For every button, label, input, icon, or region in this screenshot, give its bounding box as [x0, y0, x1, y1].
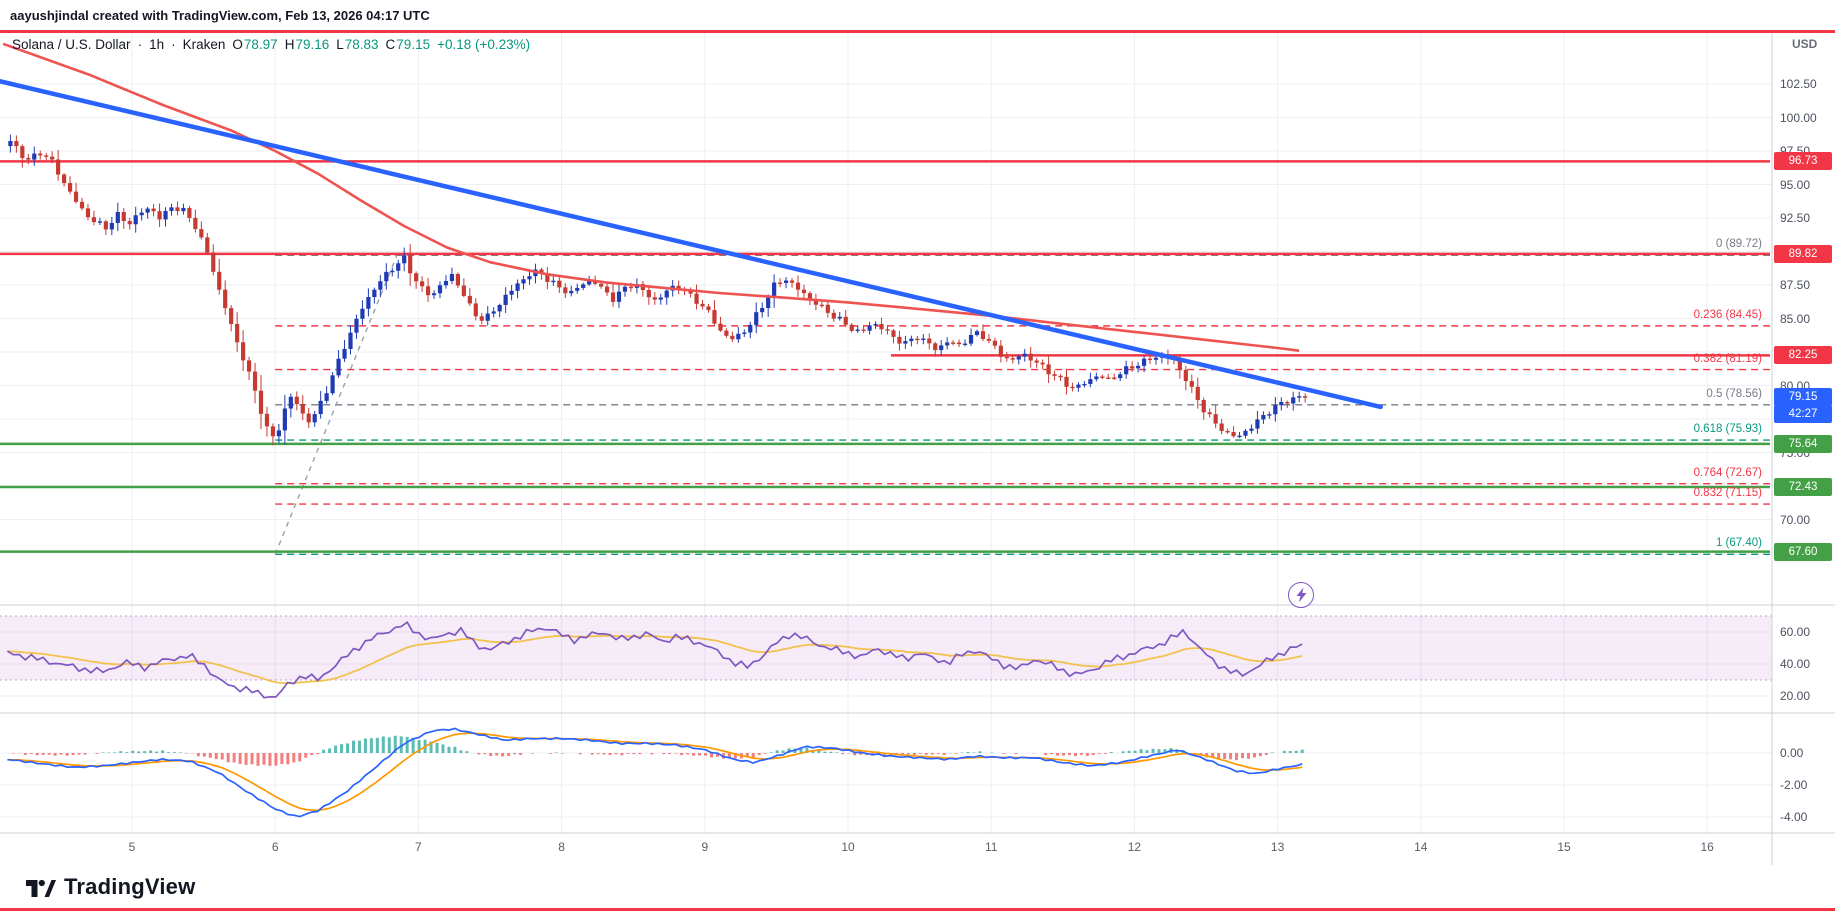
red-border-top	[0, 30, 1835, 33]
lightning-icon[interactable]	[1288, 582, 1314, 608]
tradingview-wordmark[interactable]: TradingView	[64, 873, 196, 899]
symbol-name: Solana / U.S. Dollar	[12, 37, 131, 52]
price-axis[interactable]	[1772, 30, 1835, 865]
chart-canvas[interactable]	[0, 30, 1835, 865]
separator-dot: ·	[171, 37, 176, 52]
time-axis[interactable]	[0, 833, 1772, 865]
symbol-header[interactable]: Solana / U.S. Dollar · 1h · Kraken O 78.9…	[12, 37, 530, 52]
currency-label: USD	[1792, 37, 1818, 51]
ohlc-open: O 78.97	[232, 37, 278, 52]
lightning-bolt-glyph	[1296, 587, 1307, 603]
logo-bar: TradingView	[0, 865, 1835, 908]
exchange-label: Kraken	[182, 37, 226, 52]
red-border-bottom	[0, 908, 1835, 911]
ohlc-high: H 79.16	[284, 37, 330, 52]
ohlc-close: C 79.15	[385, 37, 431, 52]
price-change: +0.18 (+0.23%)	[437, 37, 531, 52]
attribution-bar: aayushjindal created with TradingView.co…	[0, 0, 1835, 30]
interval-label: 1h	[149, 37, 165, 52]
separator-dot: ·	[137, 37, 143, 52]
ohlc-low: L 78.83	[336, 37, 379, 52]
tradingview-logo-icon[interactable]	[26, 875, 56, 898]
attribution-text: aayushjindal created with TradingView.co…	[10, 7, 430, 23]
